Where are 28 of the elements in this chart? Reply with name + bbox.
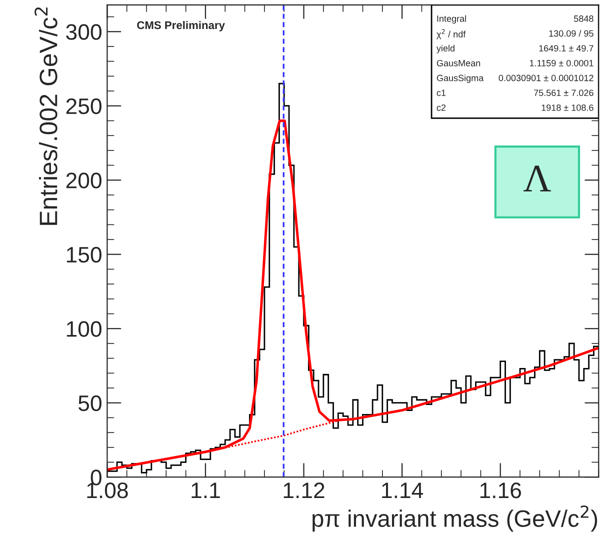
x-tick-label: 1.16 bbox=[480, 482, 522, 498]
x-tick-label: 1.1 bbox=[192, 482, 220, 498]
annotation: 130.09 / 95 bbox=[549, 30, 594, 37]
y-axis-title: Entries/.002 GeV/c$^{2}$ bbox=[34, 7, 58, 225]
y-tick-label: 200 bbox=[66, 172, 102, 188]
annotation: 0.0030901 ± 0.0001012 bbox=[498, 74, 594, 82]
annotation: 75.561 ± 7.026 bbox=[534, 90, 594, 96]
annotation: 1.1159 ± 0.0001 bbox=[530, 60, 594, 66]
annotation: c2 bbox=[436, 104, 446, 111]
y-tick-label: 250 bbox=[66, 98, 102, 114]
y-tick-label: 50 bbox=[78, 395, 102, 412]
annotation: 5848 bbox=[574, 15, 594, 22]
x-tick-label: 1.14 bbox=[382, 482, 424, 498]
annotation: GausSigma bbox=[436, 74, 484, 83]
x-axis-title: pπ invariant mass (GeV/c$^{2}$) bbox=[312, 505, 598, 532]
annotation: Integral bbox=[437, 15, 466, 24]
annotation: χ$^{2}$ / ndf bbox=[436, 29, 466, 40]
annotation: CMS Preliminary bbox=[137, 20, 225, 32]
y-tick-label: 150 bbox=[66, 246, 102, 263]
annotation: yield bbox=[436, 44, 454, 54]
y-tick-label: 300 bbox=[66, 24, 102, 40]
annotation: Λ bbox=[523, 166, 551, 192]
x-tick-label: 1.12 bbox=[284, 482, 324, 498]
annotation: c1 bbox=[436, 90, 446, 96]
y-tick-label: 100 bbox=[66, 321, 102, 337]
annotation: GausMean bbox=[436, 60, 480, 66]
annotation: 1918 ± 108.6 bbox=[542, 104, 594, 111]
annotation: 1649.1 ± 49.7 bbox=[539, 45, 594, 52]
